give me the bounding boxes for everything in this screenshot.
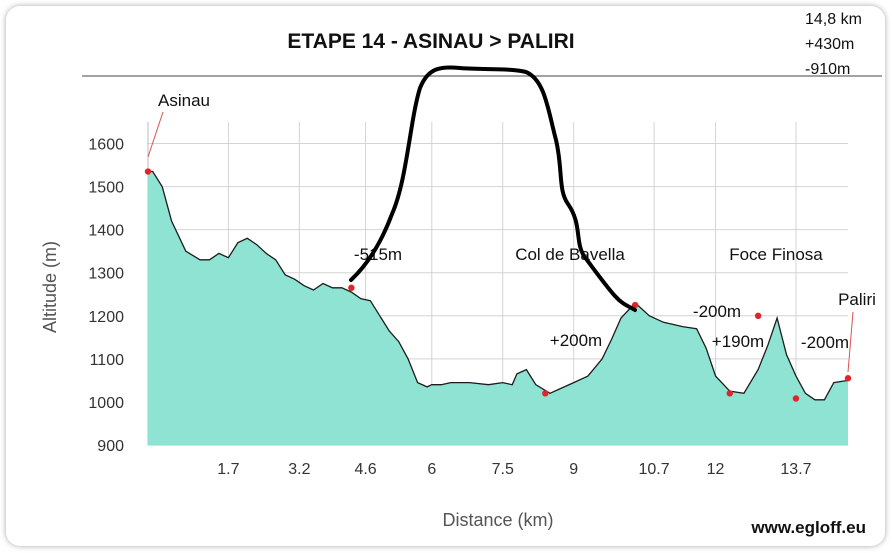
y-tick-label: 1400: [88, 223, 124, 240]
x-tick-label: 6: [427, 461, 436, 478]
y-tick-label: 1200: [88, 309, 124, 326]
label-foce-finosa: Foce Finosa: [729, 245, 823, 264]
y-tick-label: 900: [97, 438, 124, 455]
x-tick-label: 13.7: [780, 461, 811, 478]
annotation-descent-1: -515m: [354, 245, 402, 264]
label-col-de-bavella: Col de Bavella: [515, 245, 625, 264]
x-tick-label: 7.5: [492, 461, 514, 478]
waypoint-marker: [348, 284, 355, 292]
x-tick-label: 3.2: [288, 461, 310, 478]
marker-layer: [144, 168, 852, 402]
annotation-ascent-1: +200m: [550, 331, 602, 350]
y-tick-label: 1000: [88, 395, 124, 412]
waypoint-marker: [754, 312, 762, 319]
y-axis-label: Altitude (m): [40, 241, 60, 333]
label-asinau: Asinau: [158, 91, 210, 110]
credit-text: www.egloff.eu: [750, 518, 866, 537]
chart-title: ETAPE 14 - ASINAU > PALIRI: [287, 30, 574, 53]
label-paliri: Paliri: [838, 290, 876, 309]
hand-drawn-squiggle: [349, 65, 637, 312]
x-tick-label: 4.6: [354, 461, 376, 478]
point-labels: Asinau Col de Bavella Foce Finosa Paliri: [147, 91, 876, 373]
y-tick-label: 1500: [88, 180, 124, 197]
elevation-area: [148, 171, 848, 445]
y-tick-label: 1300: [88, 266, 124, 283]
x-tick-labels: 1.7 3.2 4.6 6 7.5 9 10.7 12 13.7: [217, 461, 811, 478]
x-tick-label: 10.7: [639, 461, 670, 478]
waypoint-marker: [844, 375, 852, 382]
annotation-descent-2: -200m: [693, 302, 741, 321]
annotation-descent-3: -200m: [801, 333, 849, 352]
annotation-ascent-2: +190m: [712, 332, 764, 351]
waypoint-marker: [792, 395, 800, 402]
y-tick-label: 1600: [88, 137, 124, 154]
y-tick-label: 1100: [90, 352, 125, 369]
segment-annotations: -515m +200m -200m +190m -200m: [354, 245, 849, 352]
waypoint-marker: [144, 168, 152, 175]
waypoint-marker: [631, 301, 639, 309]
x-tick-label: 1.7: [217, 461, 239, 478]
waypoint-marker: [542, 390, 549, 397]
y-tick-labels: 900 1000 1100 1200 1300 1400 1500 1600: [88, 137, 124, 455]
paliri-leader: [847, 311, 854, 373]
waypoint-marker: [726, 390, 733, 397]
stat-distance: 14,8 km: [805, 11, 862, 28]
x-tick-label: 9: [569, 461, 578, 478]
x-tick-label: 12: [707, 461, 725, 478]
asinau-leader: [147, 111, 164, 158]
stat-ascent: +430m: [805, 36, 854, 53]
stat-descent: -910m: [805, 61, 850, 78]
x-axis-label: Distance (km): [442, 510, 553, 530]
